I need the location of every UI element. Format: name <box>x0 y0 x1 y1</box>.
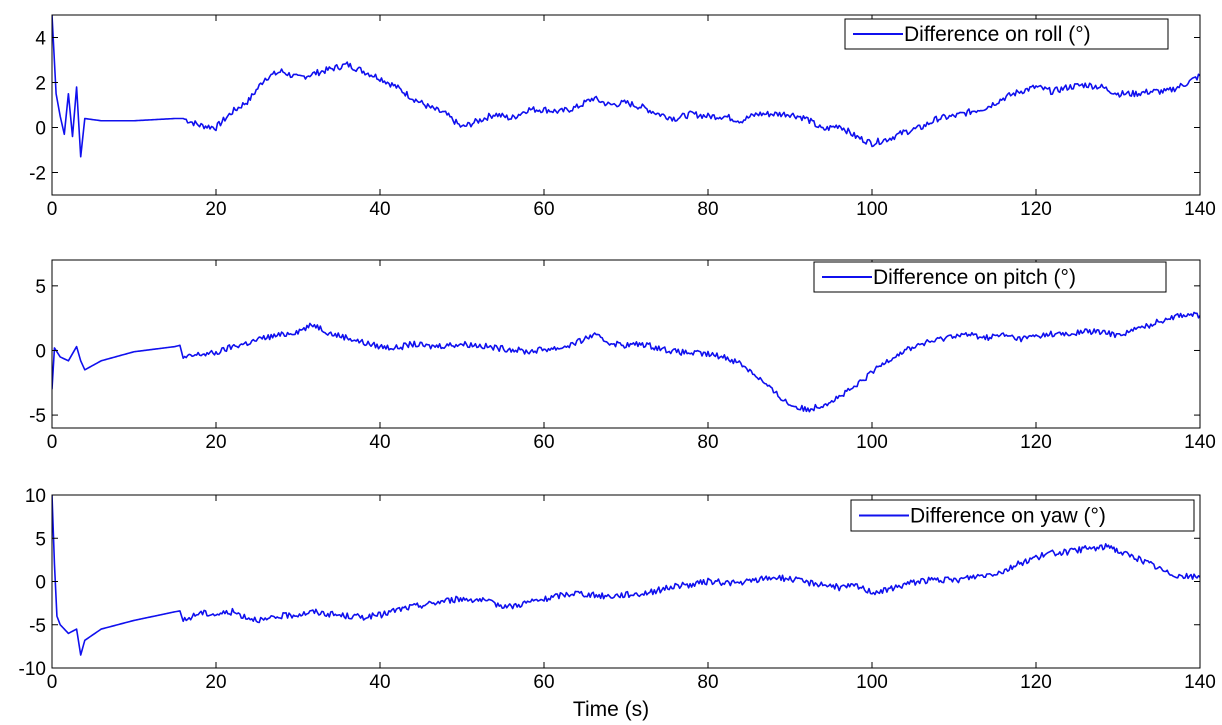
x-tick-label: 100 <box>856 432 888 453</box>
legend-box <box>813 261 1167 293</box>
x-tick-label: 80 <box>697 432 718 453</box>
series-line <box>52 311 1200 413</box>
y-tick-label: 2 <box>35 74 46 95</box>
legend: Difference on pitch (°) <box>813 261 1167 293</box>
legend-box <box>844 18 1169 50</box>
series-line <box>52 15 1200 158</box>
legend: Difference on yaw (°) <box>850 499 1195 532</box>
x-tick-label: 60 <box>533 199 554 220</box>
y-tick-label: -5 <box>29 406 46 427</box>
x-tick-label: 60 <box>533 672 554 693</box>
y-tick-label: -2 <box>29 164 46 185</box>
x-tick-label: 0 <box>47 672 58 693</box>
panel-3: 0 20 40 60 80 100 120 140 -10 -5 0 5 10 Difference on… <box>19 486 1216 693</box>
x-tick-label: 40 <box>369 432 390 453</box>
x-tick-label: 20 <box>205 432 226 453</box>
x-tick-label: 40 <box>369 199 390 220</box>
x-tick-label: 140 <box>1184 672 1216 693</box>
x-tick-label: 120 <box>1020 199 1052 220</box>
legend-label: Difference on pitch (°) <box>873 266 1076 289</box>
panel-2: 0 20 40 60 80 100 120 140-505 Difference on pitc… <box>29 259 1216 453</box>
x-tick-label: 80 <box>697 199 718 220</box>
x-tick-label: 120 <box>1020 672 1052 693</box>
x-tick-label: 100 <box>856 199 888 220</box>
x-tick-label: 140 <box>1184 199 1216 220</box>
x-tick-label: 0 <box>47 199 58 220</box>
x-tick-label: 0 <box>47 432 58 453</box>
x-axis-label: Time (s) <box>573 698 649 721</box>
x-tick-label: 20 <box>205 672 226 693</box>
legend-label: Difference on yaw (°) <box>910 505 1106 528</box>
x-tick-label: 40 <box>369 672 390 693</box>
x-tick-label: 80 <box>697 672 718 693</box>
y-tick-label: 0 <box>35 573 46 594</box>
x-tick-label: 100 <box>856 672 888 693</box>
legend-label: Difference on roll (°) <box>904 23 1091 46</box>
x-tick-label: 60 <box>533 432 554 453</box>
y-tick-label: -10 <box>19 659 46 680</box>
axes-frame <box>51 14 1201 196</box>
y-tick-label: 5 <box>35 529 46 550</box>
x-tick-label: 140 <box>1184 432 1216 453</box>
y-tick-label: 5 <box>35 277 46 298</box>
x-tick-label: 20 <box>205 199 226 220</box>
axes-frame <box>51 259 1201 429</box>
y-tick-label: -5 <box>29 616 46 637</box>
series-line <box>52 495 1200 656</box>
legend: Difference on roll (°) <box>844 18 1169 50</box>
y-tick-label: 0 <box>35 119 46 140</box>
x-tick-label: 120 <box>1020 432 1052 453</box>
y-tick-label: 0 <box>35 341 46 362</box>
y-tick-label: 4 <box>35 29 46 50</box>
y-tick-label: 10 <box>25 486 46 507</box>
